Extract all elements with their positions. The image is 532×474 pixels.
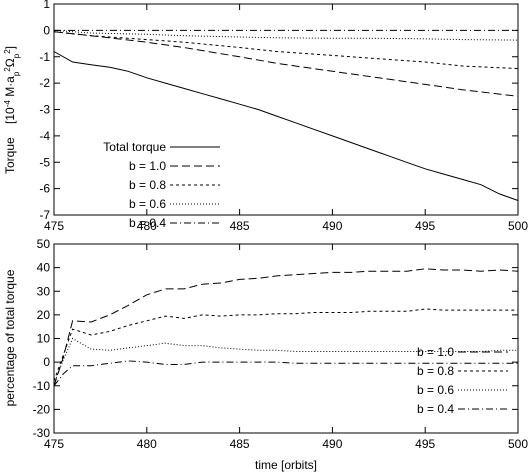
percentage-x-tick-label: 500	[508, 437, 528, 451]
percentage-y-tick-label: 50	[37, 237, 51, 251]
torque-y-ticks: 1 0 -1 -2 -3 -4 -5 -6 -7	[39, 0, 518, 222]
torque-legend-label: Total torque	[103, 140, 166, 154]
percentage-x-tick-label: 480	[137, 437, 157, 451]
torque-series-line	[53, 51, 519, 201]
percentage-y-tick-label: -20	[33, 402, 51, 416]
torque-ylabel-unit: [10-4 M·ap2Ωp2]	[3, 46, 21, 124]
percentage-y-tick-label: 20	[37, 308, 51, 322]
torque-x-tick-label: 475	[44, 219, 64, 233]
torque-series-line	[53, 31, 519, 70]
torque-legend-label: b = 0.4	[129, 216, 166, 230]
percentage-series	[53, 268, 519, 387]
torque-ylabel-prefix: Torque	[3, 137, 17, 174]
percentage-y-tick-label: 0	[43, 355, 50, 369]
torque-y-tick-label: 1	[43, 0, 50, 11]
torque-x-tick-label: 490	[322, 219, 342, 233]
torque-x-tick-label: 495	[415, 219, 435, 233]
percentage-y-tick-label: -30	[33, 426, 51, 440]
svg-text:Torque [10-4 M·ap2Ωp2]: Torque [10-4 M·ap2Ωp2]	[3, 46, 21, 174]
torque-series-line	[53, 31, 519, 97]
torque-legend: Total torque b = 1.0 b = 0.8 b = 0.6 b = 0.4	[103, 140, 220, 230]
percentage-y-axis-label: percentage of total torque	[3, 269, 17, 406]
percentage-legend-label: b = 0.6	[417, 383, 454, 397]
torque-plot-frame	[53, 3, 519, 216]
torque-y-tick-label: -3	[39, 103, 50, 117]
torque-y-tick-label: -4	[39, 129, 50, 143]
percentage-series-line	[53, 337, 518, 384]
torque-y-tick-label: -6	[39, 182, 50, 196]
percentage-y-tick-label: 10	[37, 332, 51, 346]
torque-y-axis-label: Torque [10-4 M·ap2Ωp2]	[3, 46, 21, 174]
torque-y-tick-label: -1	[39, 50, 50, 64]
percentage-x-tick-label: 475	[44, 437, 64, 451]
torque-legend-label: b = 1.0	[129, 159, 166, 173]
torque-x-ticks: 475 480 485 490 495 500	[44, 4, 528, 233]
torque-x-tick-label: 500	[508, 219, 528, 233]
percentage-legend-label: b = 0.8	[417, 364, 454, 378]
percentage-y-tick-label: 30	[37, 284, 51, 298]
percentage-x-ticks: 475 480 485 490 495 500	[44, 244, 528, 451]
percentage-y-tick-label: -10	[33, 379, 51, 393]
percentage-x-tick-label: 485	[230, 437, 250, 451]
percentage-series-line	[53, 268, 519, 386]
percentage-legend-label: b = 1.0	[417, 345, 454, 359]
percentage-legend-label: b = 0.4	[417, 402, 454, 416]
torque-legend-label: b = 0.6	[129, 197, 166, 211]
torque-y-tick-label: 0	[43, 23, 50, 37]
x-axis-label: time [orbits]	[255, 458, 317, 472]
torque-series-line	[53, 29, 519, 41]
torque-y-tick-label: -7	[39, 208, 50, 222]
percentage-series-line	[53, 360, 518, 387]
torque-y-tick-label: -2	[39, 76, 50, 90]
torque-series	[53, 29, 519, 201]
percentage-legend: b = 1.0 b = 0.8 b = 0.6 b = 0.4	[417, 345, 508, 416]
torque-panel: 1 0 -1 -2 -3 -4 -5 -6 -7 475 480 485 490 495 500 Tota…	[3, 0, 529, 233]
torque-x-tick-label: 480	[137, 219, 157, 233]
percentage-y-tick-label: 40	[37, 261, 51, 275]
torque-x-tick-label: 485	[230, 219, 250, 233]
percentage-x-tick-label: 490	[322, 437, 342, 451]
torque-legend-label: b = 0.8	[129, 178, 166, 192]
percentage-x-tick-label: 495	[415, 437, 435, 451]
torque-y-tick-label: -5	[39, 155, 50, 169]
percentage-y-ticks: 50 40 30 20 10 0 -10 -20 -30	[33, 237, 518, 440]
